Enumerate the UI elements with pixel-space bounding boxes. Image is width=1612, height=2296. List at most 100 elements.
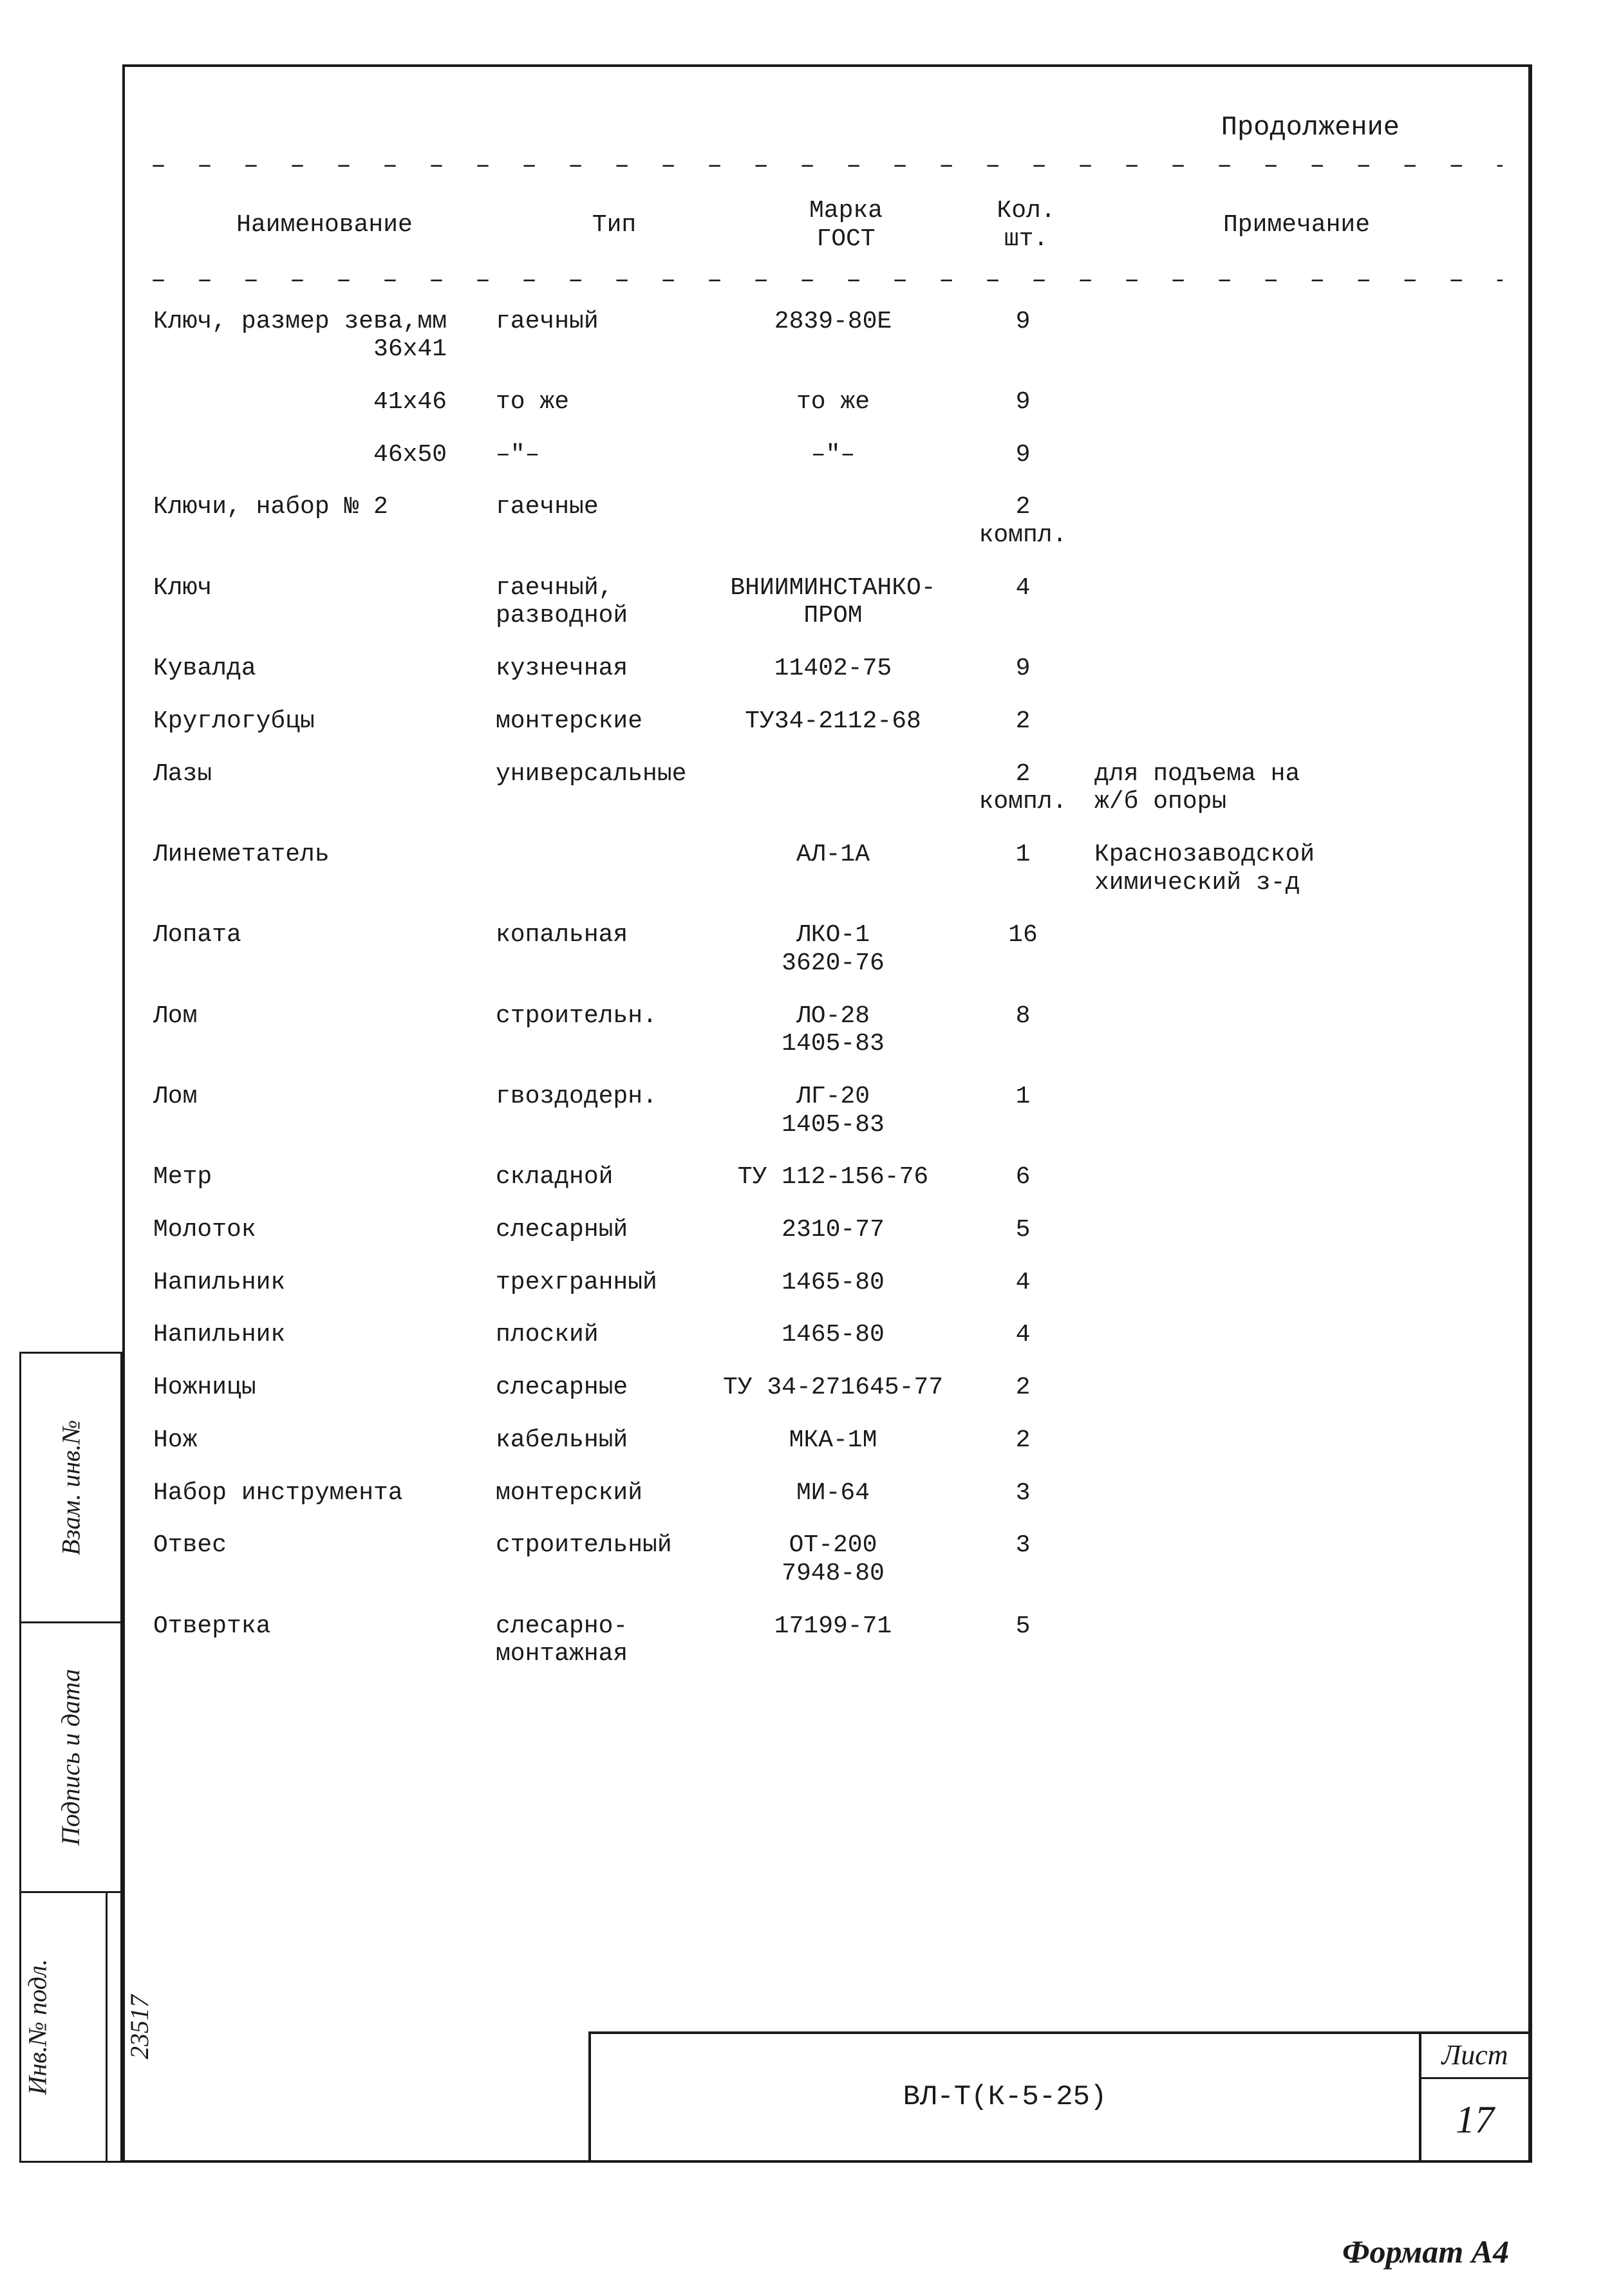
cell-gost: ТУ 112-156-76: [711, 1157, 955, 1209]
binding-margin: Взам. инв.№ Подпись и дата Инв.№ подл. 2…: [19, 1352, 122, 2163]
cell-name: 41x46: [151, 382, 492, 434]
cell-type: трехгранный: [492, 1262, 711, 1315]
table-row: Напильниктрехгранный1465-804: [151, 1262, 1503, 1315]
header-qty: Кол. шт.: [962, 197, 1091, 253]
cell-gost: ТУ34-2112-68: [711, 701, 955, 754]
table-row: Ключи, набор № 2гаечные2компл.: [151, 487, 1503, 567]
cell-qty: 9: [955, 648, 1091, 701]
cell-type: плоский: [492, 1314, 711, 1367]
cell-note: [1091, 1606, 1503, 1686]
cell-qty: 4: [955, 568, 1091, 648]
cell-qty: 1: [955, 1076, 1091, 1157]
cell-note: [1091, 1367, 1503, 1420]
cell-qty: 6: [955, 1157, 1091, 1209]
cell-type: копальная: [492, 915, 711, 995]
cell-name: Ключ: [151, 568, 492, 648]
cell-name: Ножницы: [151, 1367, 492, 1420]
spec-table: Ключ, размер зева,мм 36x41гаечный2839-80…: [151, 301, 1503, 1686]
cell-type: [492, 834, 711, 915]
table-row: НожкабельныйМКА-1М2: [151, 1420, 1503, 1473]
cell-gost: ТУ 34-271645-77: [711, 1367, 955, 1420]
cell-note: [1091, 996, 1503, 1076]
table-row: Отверткаслесарно-монтажная17199-715: [151, 1606, 1503, 1686]
cell-qty: 9: [955, 382, 1091, 434]
continuation-label: Продолжение: [151, 93, 1503, 149]
cell-note: [1091, 648, 1503, 701]
table-row: 41x46то жето же9: [151, 382, 1503, 434]
binding-label-1: Взам. инв.№: [56, 1420, 86, 1556]
cell-gost: [711, 487, 955, 567]
cell-note: [1091, 301, 1503, 382]
table-row: Ломгвоздодерн.ЛГ-201405-831: [151, 1076, 1503, 1157]
sheet-number: 17: [1421, 2079, 1528, 2160]
table-row: Напильникплоский1465-804: [151, 1314, 1503, 1367]
cell-gost: 2839-80Е: [711, 301, 955, 382]
cell-gost: МКА-1М: [711, 1420, 955, 1473]
cell-note: [1091, 1157, 1503, 1209]
cell-name: Метр: [151, 1157, 492, 1209]
cell-note: [1091, 382, 1503, 434]
cell-gost: 2310-77: [711, 1209, 955, 1262]
cell-name: Лом: [151, 1076, 492, 1157]
cell-gost: [711, 754, 955, 834]
cell-gost: 17199-71: [711, 1606, 955, 1686]
cell-name: Напильник: [151, 1262, 492, 1315]
cell-name: Круглогубцы: [151, 701, 492, 754]
cell-qty: 5: [955, 1606, 1091, 1686]
cell-name: Лопата: [151, 915, 492, 995]
cell-note: [1091, 434, 1503, 487]
cell-type: гаечный: [492, 301, 711, 382]
cell-note: [1091, 1420, 1503, 1473]
cell-name: 46x50: [151, 434, 492, 487]
table-row: ОтвесстроительныйОТ-2007948-803: [151, 1525, 1503, 1605]
table-row: Лазыуниверсальные2компл.для подъема наж/…: [151, 754, 1503, 834]
cell-type: складной: [492, 1157, 711, 1209]
cell-qty: 9: [955, 301, 1091, 382]
cell-type: кабельный: [492, 1420, 711, 1473]
cell-qty: 8: [955, 996, 1091, 1076]
cell-name: Лазы: [151, 754, 492, 834]
cell-name: Напильник: [151, 1314, 492, 1367]
format-label: Формат А4: [1342, 2234, 1509, 2271]
binding-label-2: Подпись и дата: [56, 1669, 86, 1845]
cell-type: то же: [492, 382, 711, 434]
cell-qty: 2: [955, 1420, 1091, 1473]
cell-type: –"–: [492, 434, 711, 487]
table-row: МетрскладнойТУ 112-156-766: [151, 1157, 1503, 1209]
header-gost-l1: Марка: [809, 197, 883, 225]
cell-gost: ЛКО-13620-76: [711, 915, 955, 995]
table-row: ЛопатакопальнаяЛКО-13620-7616: [151, 915, 1503, 995]
cell-note: [1091, 701, 1503, 754]
cell-type: слесарно-монтажная: [492, 1606, 711, 1686]
cell-gost: то же: [711, 382, 955, 434]
cell-gost: 1465-80: [711, 1314, 955, 1367]
title-block: ВЛ-Т(К-5-25) Лист 17: [588, 2031, 1528, 2160]
cell-note: [1091, 1525, 1503, 1605]
cell-gost: 1465-80: [711, 1262, 955, 1315]
table-row: КруглогубцымонтерскиеТУ34-2112-682: [151, 701, 1503, 754]
cell-name: Кувалда: [151, 648, 492, 701]
binding-cell-2: Подпись и дата: [19, 1621, 122, 1891]
cell-type: гвоздодерн.: [492, 1076, 711, 1157]
cell-name: Отвес: [151, 1525, 492, 1605]
cell-note: [1091, 1473, 1503, 1526]
cell-qty: 2: [955, 701, 1091, 754]
page-inner: Продолжение – – – – – – – – – – – – – – …: [125, 67, 1528, 2160]
cell-type: гаечный,разводной: [492, 568, 711, 648]
cell-qty: 5: [955, 1209, 1091, 1262]
cell-type: кузнечная: [492, 648, 711, 701]
cell-gost: МИ-64: [711, 1473, 955, 1526]
sheet-cell: Лист 17: [1419, 2034, 1528, 2160]
table-row: НожницыслесарныеТУ 34-271645-772: [151, 1367, 1503, 1420]
cell-name: Набор инструмента: [151, 1473, 492, 1526]
table-row: Набор инструментамонтерскийМИ-643: [151, 1473, 1503, 1526]
header-note: Примечание: [1091, 211, 1503, 239]
cell-qty: 1: [955, 834, 1091, 915]
cell-name: Ключи, набор № 2: [151, 487, 492, 567]
cell-name: Молоток: [151, 1209, 492, 1262]
sheet-label: Лист: [1421, 2034, 1528, 2079]
cell-type: слесарный: [492, 1209, 711, 1262]
header-gost: Марка ГОСТ: [730, 197, 962, 253]
header-type: Тип: [498, 211, 730, 239]
cell-type: слесарные: [492, 1367, 711, 1420]
